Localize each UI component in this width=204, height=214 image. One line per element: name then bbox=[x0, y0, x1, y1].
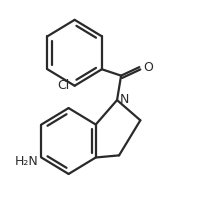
Text: H₂N: H₂N bbox=[14, 155, 38, 168]
Text: O: O bbox=[143, 61, 153, 74]
Text: N: N bbox=[120, 92, 130, 106]
Text: Cl: Cl bbox=[57, 79, 70, 92]
